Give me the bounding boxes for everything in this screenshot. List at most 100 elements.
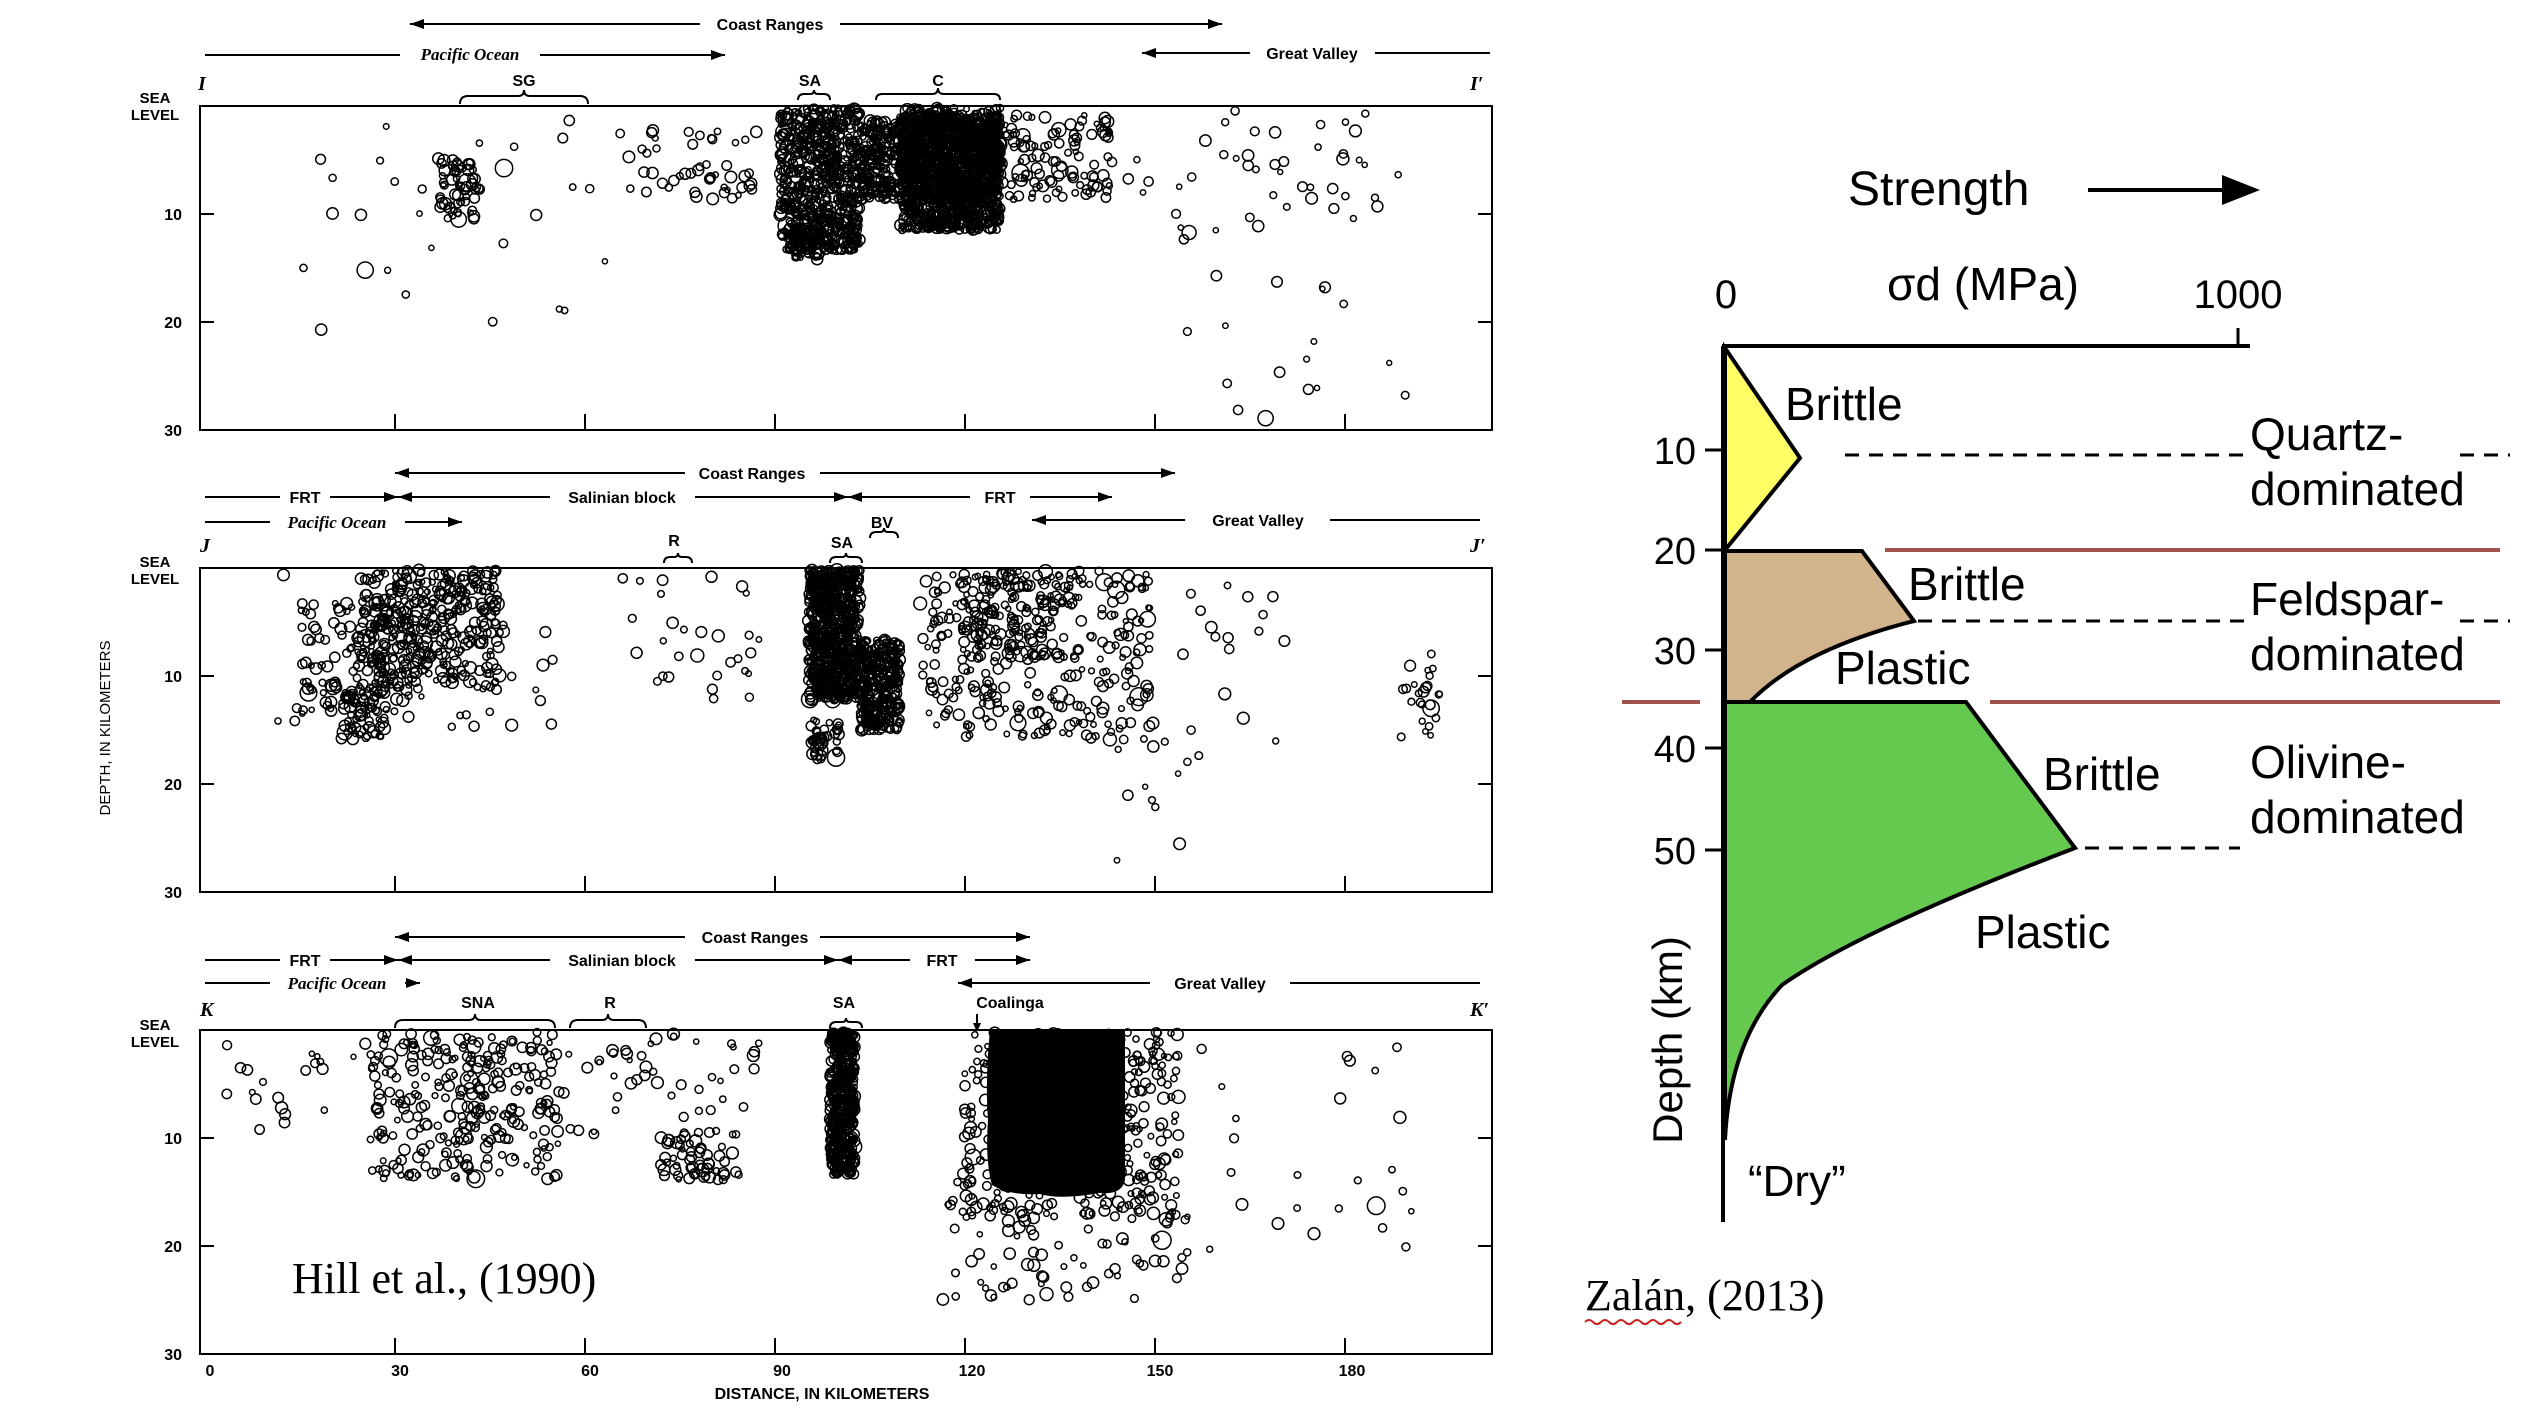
hypocenter-dot	[1232, 154, 1240, 162]
coast-ranges-label: Coast Ranges	[699, 466, 806, 483]
hypocenter-dot	[652, 144, 661, 153]
hypocenter-dot	[1003, 730, 1011, 738]
hypocenter-dot	[1314, 143, 1322, 151]
hypocenter-dot	[485, 707, 495, 717]
hypocenter-dot	[1000, 600, 1010, 610]
feature-label-sa: SA	[833, 995, 856, 1012]
feature-bracket	[663, 552, 693, 564]
hypocenter-dot	[1122, 789, 1134, 802]
section-start-label: I	[197, 73, 207, 95]
hypocenter-dot	[806, 176, 814, 184]
hypocenter-dot	[1160, 737, 1169, 746]
hypocenter-dot	[1385, 359, 1393, 367]
hypocenter-dot	[1349, 214, 1358, 223]
panel-j: Coast Ranges FRT Salinian block FRT Paci…	[131, 466, 1493, 902]
hypocenter-dot	[755, 636, 763, 643]
hypocenter-dot	[962, 105, 971, 113]
hypocenter-dot	[1059, 632, 1069, 643]
hypocenter-dot	[1182, 326, 1193, 337]
hypocenter-dot	[1170, 208, 1182, 220]
depth-tick: 10	[164, 1131, 182, 1148]
hypocenter-dot	[1059, 729, 1067, 737]
hypocenter-dot	[1410, 680, 1418, 689]
hypocenter-dot	[851, 202, 864, 214]
hypocenter-dot	[909, 106, 923, 119]
feature-bracket	[829, 1017, 863, 1029]
pacific-ocean-label: Pacific Ocean	[287, 974, 387, 993]
hypocenter-dot	[382, 122, 390, 130]
hypocenter-dot	[1064, 118, 1077, 131]
hypocenter-dot	[898, 223, 906, 231]
hypocenter-dot	[545, 718, 558, 730]
hypocenter-dot	[829, 105, 838, 114]
hypocenter-dot	[1143, 720, 1156, 733]
hypocenter-dot	[1267, 590, 1279, 603]
hypocenter-dot	[687, 138, 699, 150]
hypocenter-dot	[1121, 681, 1131, 691]
hypocenter-dot	[1104, 720, 1112, 729]
hypocenter-dot	[584, 183, 595, 194]
hypocenter-dot	[965, 721, 976, 732]
hypocenter-dot	[990, 657, 999, 666]
hypocenter-dot	[1328, 202, 1340, 215]
hypocenter-dot	[931, 571, 942, 582]
feature-bracket	[569, 1013, 647, 1029]
hypocenter-dot	[850, 103, 862, 115]
section-start-label: J	[199, 535, 211, 557]
hypocenter-dot	[852, 108, 864, 120]
hypocenter-dot	[1186, 725, 1196, 735]
hypocenter-dot	[1341, 118, 1350, 126]
pacific-ocean-label: Pacific Ocean	[420, 45, 520, 64]
feature-label-sa: SA	[831, 535, 854, 552]
hypocenter-dot	[1006, 180, 1016, 190]
hypocenter-dot	[726, 192, 738, 204]
hypocenter-dot	[1296, 181, 1309, 193]
hypocenter-dot	[745, 647, 757, 659]
hypocenter-dot	[601, 257, 609, 265]
section-start-label: K	[199, 999, 215, 1021]
hypocenter-dot	[1400, 390, 1410, 400]
hypocenter-dot	[706, 683, 719, 695]
earthquake-hypocenters	[274, 562, 1444, 864]
hypocenter-dot	[986, 216, 996, 226]
hypocenter-dot	[418, 693, 425, 700]
hypocenter-dot	[846, 178, 856, 188]
hypocenter-dot	[299, 263, 308, 273]
hypocenter-dot	[931, 598, 943, 610]
hypocenter-dot	[1210, 631, 1221, 642]
hypocenter-dot	[787, 187, 800, 200]
hypocenter-dot	[928, 607, 938, 617]
coast-ranges-label: Coast Ranges	[702, 930, 809, 947]
hypocenter-dot	[375, 156, 385, 165]
hypocenter-dot	[1394, 170, 1403, 179]
hypocenter-dot	[1319, 285, 1326, 293]
hypocenter-dot	[1244, 212, 1255, 223]
hypocenter-dot	[907, 171, 916, 179]
hypocenter-dot	[790, 186, 804, 200]
hypocenter-dot	[1220, 117, 1230, 127]
hypocenter-dot	[793, 128, 802, 136]
hypocenter-dot	[308, 599, 319, 610]
coast-ranges-label: Coast Ranges	[717, 17, 824, 34]
hypocenter-dot	[711, 629, 726, 643]
hypocenter-dot	[918, 670, 928, 680]
hypocenter-dot	[1022, 111, 1033, 122]
hypocenter-dot	[1114, 745, 1122, 754]
hypocenter-dot	[777, 153, 787, 163]
feature-label-coalinga: Coalinga	[976, 995, 1044, 1012]
hypocenter-dot	[320, 634, 331, 645]
hypocenter-dot	[1117, 705, 1126, 713]
depth-tick: 30	[164, 423, 182, 440]
hypocenter-dot	[791, 168, 802, 179]
hypocenter-dot	[1223, 581, 1232, 590]
hypocenter-dot	[919, 574, 933, 588]
hypocenter-dot	[821, 108, 834, 122]
hypocenter-dot	[830, 125, 840, 135]
hypocenter-dot	[1097, 609, 1107, 620]
hypocenter-dot	[529, 208, 543, 222]
hypocenter-dot	[792, 149, 803, 160]
hypocenter-dot	[656, 574, 669, 587]
hypocenter-dot	[475, 139, 484, 147]
sea-level-label: LEVEL	[131, 571, 179, 588]
hypocenter-dot	[1087, 667, 1096, 675]
